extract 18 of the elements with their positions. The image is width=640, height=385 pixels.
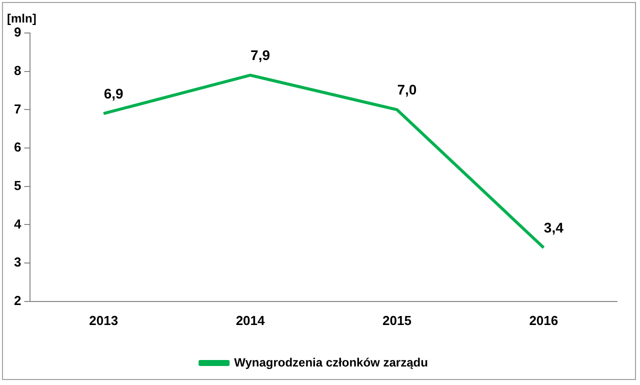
data-label: 3,4 bbox=[544, 220, 564, 236]
y-tick-label: 8 bbox=[14, 62, 22, 78]
x-tick-label: 2016 bbox=[529, 312, 558, 328]
y-tick-label: 9 bbox=[14, 24, 22, 40]
x-tick-label: 2013 bbox=[89, 312, 118, 328]
data-label: 7,9 bbox=[250, 47, 270, 64]
x-tick-label: 2015 bbox=[382, 312, 412, 328]
y-axis-title: [mln] bbox=[7, 11, 36, 26]
y-tick-label: 2 bbox=[14, 292, 22, 308]
y-tick-label: 4 bbox=[14, 216, 22, 232]
x-tick-label: 2014 bbox=[236, 312, 266, 328]
data-label: 6,9 bbox=[104, 85, 124, 102]
data-label: 7,0 bbox=[397, 82, 417, 98]
y-tick-label: 5 bbox=[14, 178, 22, 193]
legend-label: Wynagrodzenia członków zarządu bbox=[234, 355, 428, 370]
y-tick-label: 7 bbox=[14, 101, 22, 116]
y-tick-label: 3 bbox=[14, 254, 22, 270]
y-tick-label: 6 bbox=[14, 140, 22, 155]
